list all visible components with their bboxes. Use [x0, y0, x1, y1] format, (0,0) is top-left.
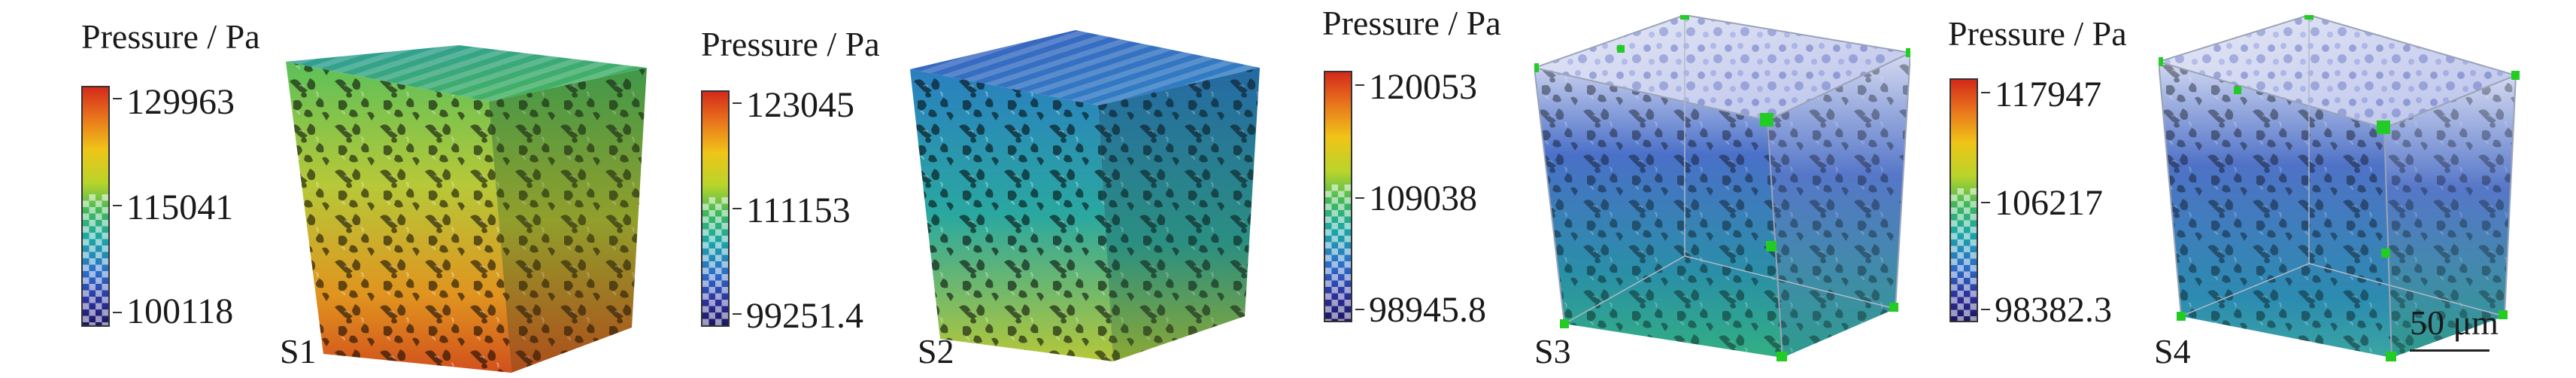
tick-label-max: 129963 — [126, 82, 235, 122]
legend-title: Pressure / Pa — [81, 17, 260, 56]
colorbar — [81, 86, 110, 327]
tick-label-min: 98382.3 — [1995, 290, 2112, 330]
tick-label-min: 100118 — [126, 291, 234, 331]
tick-mark-mid — [733, 208, 742, 209]
tick-mark-mid — [1981, 202, 1990, 203]
scale-bar — [2410, 349, 2490, 352]
panel-s4: Pressure / Pa 117947 106217 98382.3 S4 5… — [1940, 0, 2576, 378]
cube-render — [2159, 15, 2520, 361]
tick-mark-bottom — [113, 312, 122, 313]
cube-render — [910, 30, 1260, 361]
panel-s2: Pressure / Pa 123045 111153 99251.4 S2 — [677, 0, 1309, 378]
tick-mark-mid — [1355, 197, 1364, 199]
cube-render — [286, 45, 647, 373]
tick-label-max: 117947 — [1995, 75, 2102, 114]
tick-mark-top — [113, 98, 122, 99]
legend-title: Pressure / Pa — [701, 25, 880, 63]
tick-mark-top — [1981, 92, 1990, 93]
tick-label-mid: 109038 — [1369, 178, 1477, 218]
panel-s3: Pressure / Pa 120053 109038 98945.8 S3 — [1309, 0, 1940, 378]
colorbar — [1324, 71, 1352, 322]
cube-render — [1534, 15, 1910, 361]
colorbar — [1949, 78, 1978, 322]
tick-mark-bottom — [733, 313, 742, 315]
tick-label-max: 120053 — [1369, 67, 1477, 107]
scale-bar-label: 50 μm — [2410, 303, 2499, 342]
sample-label: S1 — [280, 332, 317, 370]
sample-label: S4 — [2154, 332, 2191, 370]
tick-mark-mid — [113, 205, 122, 206]
tick-label-mid: 111153 — [746, 191, 851, 230]
tick-mark-top — [1355, 84, 1364, 86]
legend-title: Pressure / Pa — [1322, 4, 1501, 42]
colorbar — [701, 90, 730, 327]
tick-label-mid: 115041 — [126, 187, 234, 227]
tick-label-max: 123045 — [746, 85, 854, 125]
tick-label-min: 99251.4 — [746, 296, 863, 336]
tick-mark-top — [733, 102, 742, 104]
sample-label: S3 — [1534, 332, 1571, 370]
tick-label-min: 98945.8 — [1369, 290, 1486, 330]
tick-label-mid: 106217 — [1995, 183, 2103, 223]
tick-mark-bottom — [1981, 309, 1990, 310]
panel-s1: Pressure / Pa 129963 115041 100118 S1 — [0, 0, 647, 378]
tick-mark-bottom — [1355, 309, 1364, 310]
legend-title: Pressure / Pa — [1948, 14, 2127, 53]
